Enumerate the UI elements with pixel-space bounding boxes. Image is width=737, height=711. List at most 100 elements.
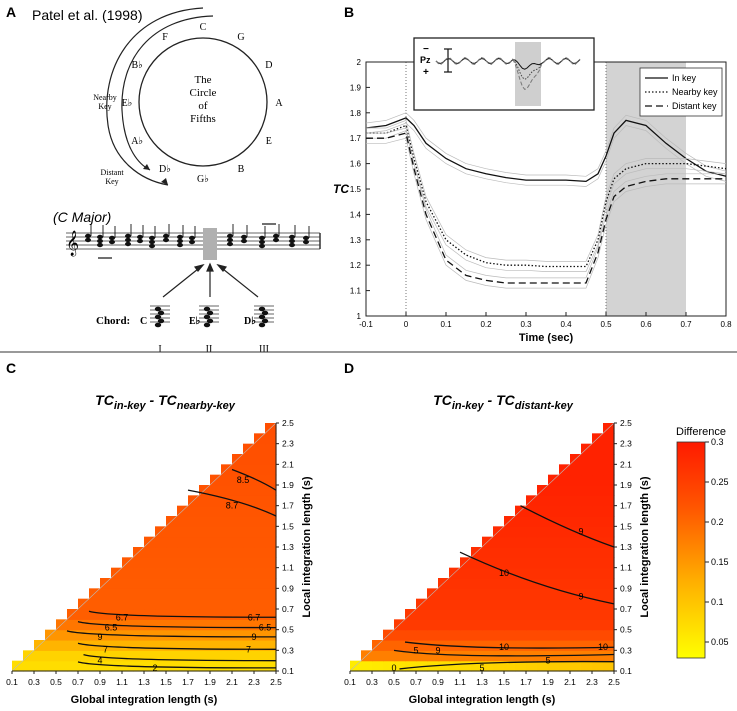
legend-box <box>639 67 723 117</box>
heatmap-cell <box>166 598 178 610</box>
heatmap-cell <box>67 619 79 631</box>
heatmap-cell <box>133 557 145 569</box>
heatmap-cell <box>603 629 615 641</box>
heatmap-cell <box>232 495 244 507</box>
circle-key-label: F <box>162 32 168 43</box>
heatmap-cell <box>504 578 516 589</box>
heatmap-cell <box>603 485 615 496</box>
heatmap-cell <box>210 516 222 527</box>
chord-note <box>154 306 162 312</box>
contour-line <box>77 620 277 629</box>
note-head <box>259 239 265 245</box>
heatmap-cell <box>570 629 582 641</box>
heatmap-cell <box>570 536 582 548</box>
x-tick-label: 1.5 <box>160 677 172 687</box>
heatmap-cell <box>581 505 593 517</box>
heatmap-cell <box>537 640 549 651</box>
heatmap-cell <box>265 629 277 641</box>
heatmap-cell <box>166 536 178 548</box>
heatmap-cell <box>199 516 211 527</box>
heatmap-cell <box>416 640 428 651</box>
heatmap-cell <box>581 629 593 641</box>
heatmap-cell <box>166 588 178 600</box>
heatmap-cell <box>460 598 472 610</box>
heatmap-cell <box>482 578 494 589</box>
heatmap-cell <box>504 516 516 527</box>
heatmap-cell <box>188 516 200 527</box>
heatmap-cell <box>199 619 211 631</box>
x-tick-label: 0.1 <box>344 677 356 687</box>
heatmap-cell <box>166 629 178 641</box>
heatmap-cell <box>548 660 560 672</box>
series-band <box>365 112 727 177</box>
heatmap-cell <box>243 474 255 486</box>
heatmap-cell <box>67 650 79 662</box>
heatmap-cell <box>221 526 233 538</box>
y-tick-label: 0.7 <box>620 604 632 614</box>
heatmap-cell <box>526 609 538 620</box>
heatmap-cell <box>232 485 244 496</box>
heatmap-cell <box>548 578 560 589</box>
heatmap-cell <box>144 619 156 631</box>
heatmap-cell <box>427 588 439 600</box>
heatmap-cell <box>581 609 593 620</box>
heatmap-cell <box>67 609 79 620</box>
legend-entry: In key <box>672 73 697 83</box>
heatmap-cell <box>166 557 178 569</box>
note-head <box>259 235 265 241</box>
heatmap-cell <box>427 598 439 610</box>
distant-key-label: Distant <box>100 168 124 177</box>
x-tick-label: 0.3 <box>366 677 378 687</box>
heatmap-cell <box>188 619 200 631</box>
heatmap-cell <box>504 609 516 620</box>
heatmap-cell <box>581 578 593 589</box>
chord-note <box>258 322 266 328</box>
heatmap-cell <box>548 629 560 641</box>
circle-key-labels: C G D A E B G♭ D♭ A♭ E♭ B♭ F <box>122 22 284 185</box>
heatmap-cell <box>254 485 266 496</box>
heatmap-cell <box>210 536 222 548</box>
heatmap-cell <box>210 640 222 651</box>
heatmap-cell <box>254 464 266 476</box>
heatmap-cell <box>100 609 112 620</box>
contour-line <box>83 654 277 662</box>
heatmap-cell <box>210 485 222 496</box>
heatmap-cell <box>559 495 571 507</box>
note-head <box>289 242 295 248</box>
heatmap-cell <box>570 547 582 558</box>
heatmap-cell <box>23 650 35 662</box>
heatmap-cell <box>405 650 417 662</box>
heatmap-cell <box>188 505 200 517</box>
heatmap-cell <box>166 650 178 662</box>
heatmap-cell <box>537 557 549 569</box>
y-tick-label: 2.1 <box>620 459 632 469</box>
heatmap-cell <box>56 629 68 641</box>
x-tick-label: 1.3 <box>138 677 150 687</box>
heatmap-cell <box>133 547 145 558</box>
heatmap-cell <box>155 588 167 600</box>
staff-notes <box>85 223 310 259</box>
heatmap-cell <box>221 588 233 600</box>
heatmap-cell <box>45 640 57 651</box>
heatmap-cell <box>265 567 277 579</box>
heatmap-cell <box>581 536 593 548</box>
heatmap-cell <box>100 588 112 600</box>
heatmap-cell <box>254 495 266 507</box>
chord-numeral: II <box>206 344 213 355</box>
heatmap-cell <box>592 588 604 600</box>
heatmap-cell <box>177 567 189 579</box>
heatmap-cell <box>559 474 571 486</box>
heatmap-cell <box>581 557 593 569</box>
note-head <box>149 243 155 249</box>
heatmap-cell <box>515 505 527 517</box>
x-tick-label: 2.1 <box>226 677 238 687</box>
heatmap-cell <box>559 578 571 589</box>
heatmap-cell <box>570 557 582 569</box>
inset-electrode: Pz <box>420 55 431 65</box>
heatmap-cell <box>243 567 255 579</box>
y-tick-label: 2.1 <box>282 459 294 469</box>
heatmap-cell <box>177 598 189 610</box>
x-axis-label: Global integration length (s) <box>71 694 218 706</box>
heatmap-cell <box>56 660 68 672</box>
heatmap-cell <box>199 650 211 662</box>
